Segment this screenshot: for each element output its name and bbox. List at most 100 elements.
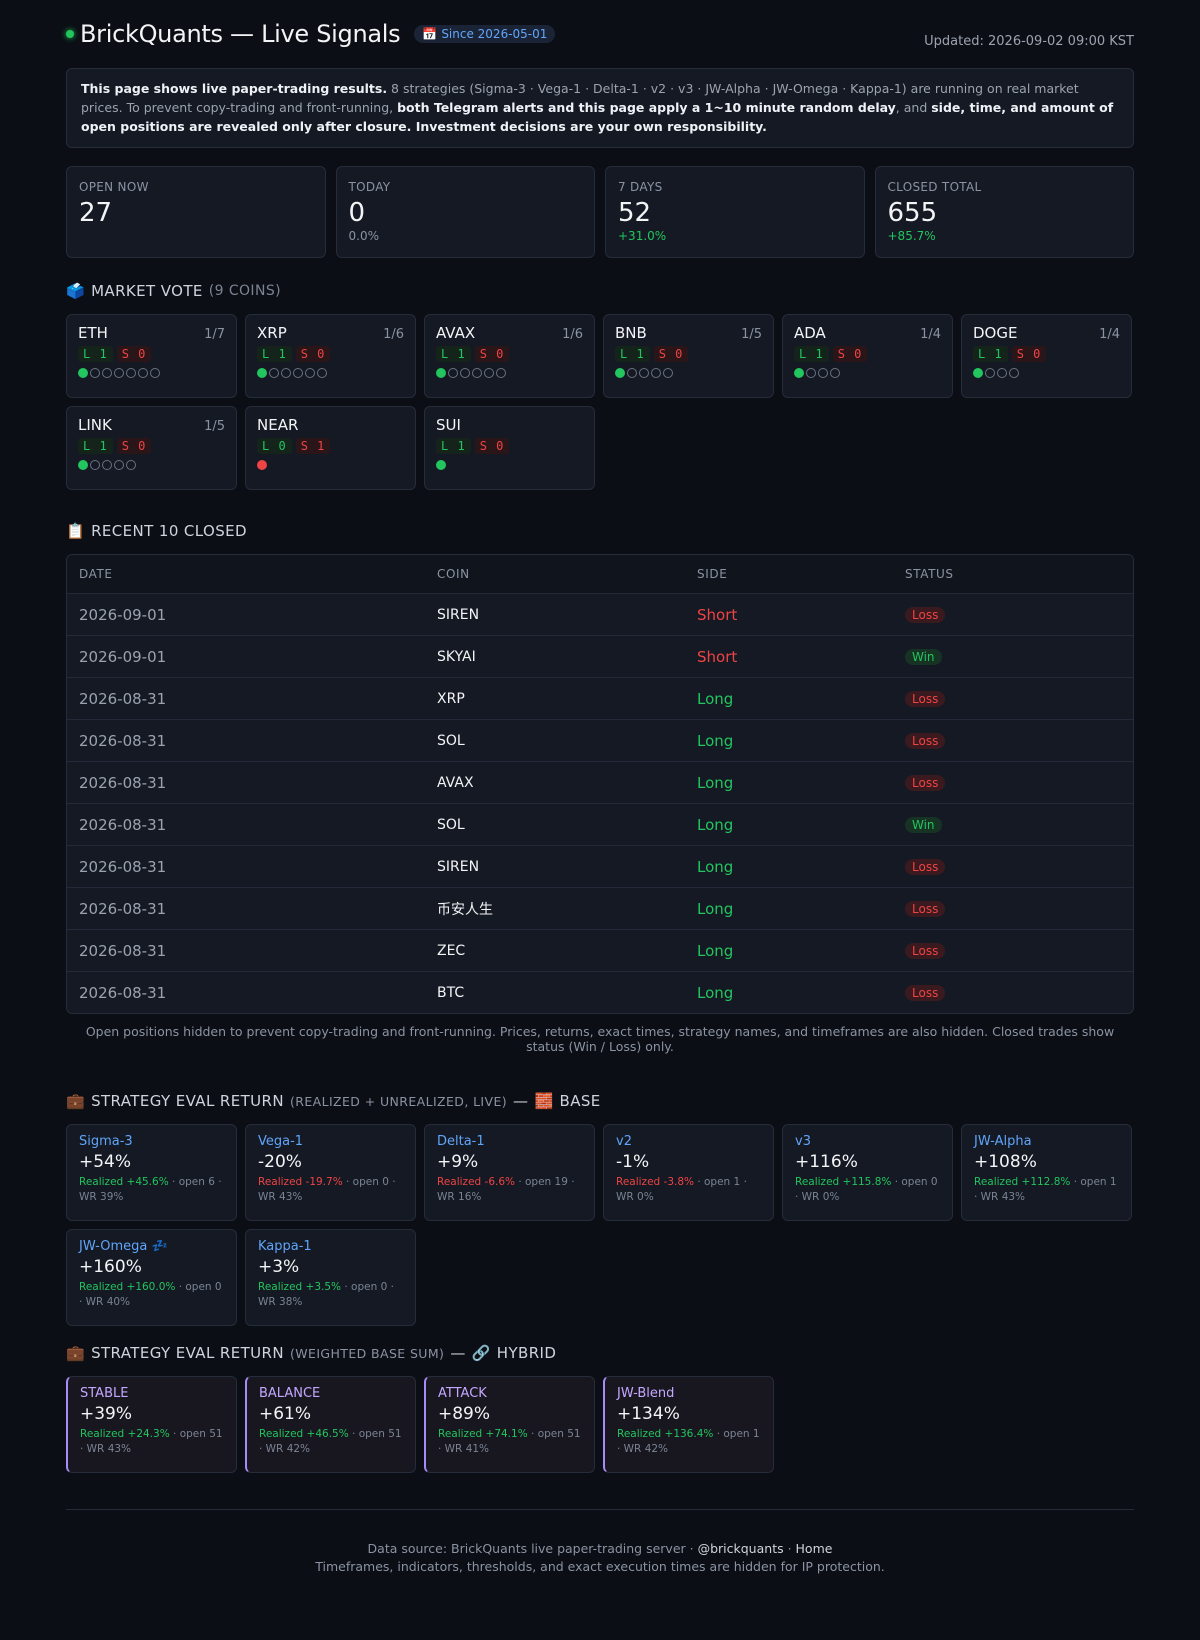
recent-closed-table: DATE COIN SIDE STATUS 2026-09-01 SIREN Sho… (66, 554, 1134, 1014)
row-status-cell: Loss (893, 984, 1133, 1001)
table-row: 2026-08-31 SOL Long Win (67, 803, 1133, 845)
kpi-label: TODAY (348, 180, 391, 194)
telegram-handle-link[interactable]: @brickquants (697, 1541, 784, 1556)
row-side: Long (697, 983, 734, 1002)
table-row: 2026-08-31 AVAX Long Loss (67, 761, 1133, 803)
row-status-cell: Loss (893, 858, 1133, 875)
empty-vote-dot-icon (269, 368, 279, 378)
vote-dots (615, 368, 762, 378)
page-title: BrickQuants — Live Signals (80, 20, 401, 48)
hybrid-title: STRATEGY EVAL RETURN (91, 1344, 284, 1362)
table-row: 2026-08-31 XRP Long Loss (67, 677, 1133, 719)
live-status-icon (66, 30, 74, 38)
kpi-value: 27 (79, 198, 113, 228)
empty-vote-dot-icon (1009, 368, 1019, 378)
row-side: Short (697, 605, 738, 624)
table-header-row: DATE COIN SIDE STATUS (67, 555, 1133, 593)
strategy-realized: Realized -6.6% (437, 1176, 515, 1188)
base-title: STRATEGY EVAL RETURN (91, 1092, 284, 1110)
empty-vote-dot-icon (305, 368, 315, 378)
row-coin: ZEC (437, 942, 466, 959)
strategy-open-wr: · open 51 · WR 41% (438, 1428, 581, 1455)
strategy-open-wr: · open 6 · WR 39% (79, 1176, 222, 1203)
strategy-card: Delta-1 +9% Realized -6.6% · open 19 · WR … (424, 1124, 595, 1221)
strategy-name: JW-Blend (617, 1386, 675, 1401)
footer-source-line: Data source: BrickQuants live paper-trad… (66, 1540, 1134, 1558)
kpi-row: OPEN NOW 27 TODAY 0 0.0% 7 DAYS 52 +31.0… (66, 166, 1134, 258)
row-side: Long (697, 899, 734, 918)
long-vote-dot-icon (615, 368, 625, 378)
row-coin: SKYAI (437, 648, 476, 665)
strategy-name: Kappa-1 (258, 1239, 312, 1254)
status-badge: Loss (905, 942, 946, 959)
long-vote-dot-icon (78, 460, 88, 470)
row-date: 2026-08-31 (79, 689, 167, 708)
kpi-sub: +85.7% (887, 229, 936, 243)
strategy-name: v2 (616, 1134, 632, 1149)
table-row: 2026-09-01 SIREN Short Loss (67, 593, 1133, 635)
vote-ratio: 1/7 (204, 327, 225, 342)
status-badge: Loss (905, 732, 946, 749)
strategy-name: Vega-1 (258, 1134, 304, 1149)
column-header-side: SIDE (697, 567, 728, 581)
strategy-return: +61% (259, 1404, 312, 1424)
strategy-return: +89% (438, 1404, 491, 1424)
strategy-return: +160% (79, 1257, 142, 1277)
table-row: 2026-08-31 SOL Long Loss (67, 719, 1133, 761)
clipboard-icon: 📋 (66, 522, 86, 540)
strategy-meta: Realized -6.6% · open 19 · WR 16% (437, 1175, 582, 1205)
vote-dots (973, 368, 1120, 378)
vote-coin: SUI (436, 416, 461, 434)
strategy-card: JW-Alpha +108% Realized +112.8% · open 1 ·… (961, 1124, 1132, 1221)
home-link[interactable]: Home (795, 1541, 833, 1556)
long-vote-dot-icon (436, 460, 446, 470)
table-row: 2026-08-31 SIREN Long Loss (67, 845, 1133, 887)
strategy-name: Delta-1 (437, 1134, 485, 1149)
empty-vote-dot-icon (985, 368, 995, 378)
column-header-status: STATUS (905, 567, 954, 581)
vote-dots (436, 368, 583, 378)
strategy-open-wr: · open 0 · WR 43% (258, 1176, 396, 1203)
strategy-open-wr: · open 51 · WR 42% (259, 1428, 402, 1455)
base-dash: — (513, 1092, 529, 1110)
empty-vote-dot-icon (138, 368, 148, 378)
short-vote-dot-icon (257, 460, 267, 470)
row-status-cell: Loss (893, 774, 1133, 791)
row-date: 2026-08-31 (79, 857, 167, 876)
vote-coin: AVAX (436, 324, 476, 342)
short-count-badge: S 0 (1011, 346, 1047, 362)
empty-vote-dot-icon (126, 460, 136, 470)
strategy-return: -20% (258, 1152, 302, 1172)
briefcase-icon: 💼 (66, 1092, 86, 1110)
notice-body: 8 strategies (Sigma-3 · Vega-1 · Delta-1… (81, 81, 1079, 115)
hybrid-subtitle: (WEIGHTED BASE SUM) (289, 1345, 445, 1361)
long-vote-dot-icon (794, 368, 804, 378)
long-count-badge: L 1 (78, 438, 113, 454)
short-count-badge: S 0 (474, 346, 510, 362)
strategy-card: BALANCE +61% Realized +46.5% · open 51 · W… (245, 1376, 416, 1473)
kpi-today: TODAY 0 0.0% (335, 166, 595, 258)
strategy-card: Sigma-3 +54% Realized +45.6% · open 6 · WR… (66, 1124, 237, 1221)
row-side: Long (697, 815, 734, 834)
row-side: Long (697, 731, 734, 750)
vote-ratio: 1/4 (1099, 327, 1120, 342)
kpi-label: 7 DAYS (618, 180, 663, 194)
strategy-card: JW-Blend +134% Realized +136.4% · open 1 ·… (603, 1376, 774, 1473)
long-vote-dot-icon (436, 368, 446, 378)
strategy-return: +39% (80, 1404, 133, 1424)
status-badge: Loss (905, 690, 946, 707)
footer-sep: · (783, 1541, 796, 1556)
long-vote-dot-icon (78, 368, 88, 378)
strategy-realized: Realized +24.3% (80, 1428, 170, 1440)
kpi-sub: 0.0% (348, 229, 380, 243)
strategy-meta: Realized +160.0% · open 0 · WR 40% (79, 1280, 224, 1310)
short-count-badge: S 0 (116, 438, 152, 454)
strategy-realized: Realized +3.5% (258, 1281, 342, 1293)
empty-vote-dot-icon (102, 368, 112, 378)
long-count-badge: L 1 (794, 346, 829, 362)
